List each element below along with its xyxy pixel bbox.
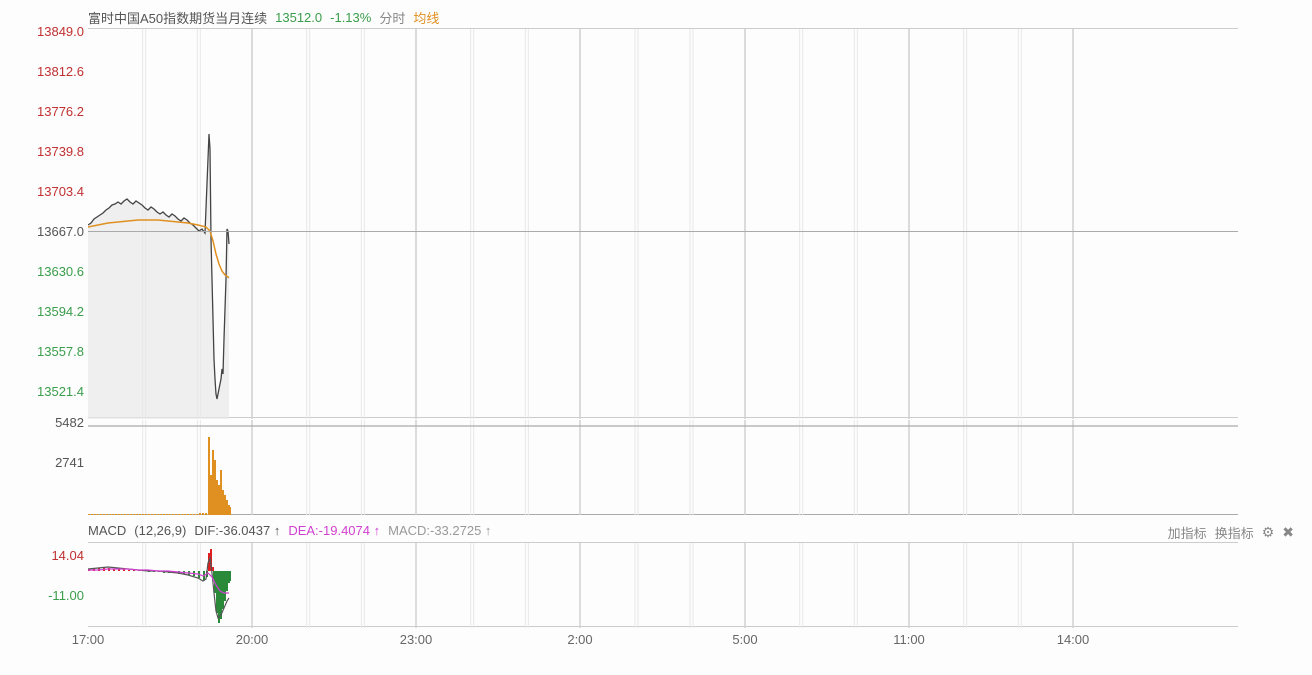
macd-chart[interactable] <box>88 542 1238 627</box>
chart-header: 富时中国A50指数期货当月连续 13512.0 -1.13% 分时 均线 <box>88 8 439 27</box>
macd-name[interactable]: MACD <box>88 523 126 538</box>
price-left-tick: 13812.6 <box>28 64 84 79</box>
time-tick: 17:00 <box>72 632 105 647</box>
change-pct: -1.13% <box>330 10 371 25</box>
price-right-tick: 0.27% <box>1300 184 1312 199</box>
zero-line <box>88 231 1238 232</box>
price-right-tick: 1.33% <box>1300 24 1312 39</box>
price-right-tick: 0.00% <box>1300 224 1312 239</box>
macd-hist-value: MACD:-33.2725 ↑ <box>388 523 491 538</box>
price-right-tick: 0.80% <box>1300 344 1312 359</box>
price-left-tick: 13703.4 <box>28 184 84 199</box>
volume-tick: 5482 <box>28 415 84 430</box>
time-tick: 2:00 <box>567 632 592 647</box>
price-left-tick: 13630.6 <box>28 264 84 279</box>
price-right-tick: 0.53% <box>1300 144 1312 159</box>
timeframe-label[interactable]: 分时 <box>379 8 405 27</box>
price-left-tick: 13667.0 <box>28 224 84 239</box>
volume-tick: 2741 <box>28 455 84 470</box>
ma-legend-label[interactable]: 均线 <box>413 8 439 27</box>
price-right-tick: 0.53% <box>1300 304 1312 319</box>
price-left-tick: 13849.0 <box>28 24 84 39</box>
time-tick: 20:00 <box>236 632 269 647</box>
time-tick: 5:00 <box>732 632 757 647</box>
price-left-tick: 13521.4 <box>28 384 84 399</box>
gear-icon[interactable]: ⚙ <box>1262 524 1275 541</box>
last-price: 13512.0 <box>275 10 322 25</box>
macd-dea-value: DEA:-19.4074 ↑ <box>288 523 380 538</box>
price-left-tick: 13776.2 <box>28 104 84 119</box>
price-left-tick: 13557.8 <box>28 344 84 359</box>
add-indicator-button[interactable]: 加指标 <box>1168 523 1207 542</box>
price-left-tick: 13594.2 <box>28 304 84 319</box>
price-right-tick: 1.07% <box>1300 64 1312 79</box>
price-chart[interactable] <box>88 28 1238 418</box>
macd-header: MACD (12,26,9) DIF:-36.0437 ↑ DEA:-19.40… <box>88 523 491 538</box>
macd-tick: -11.00 <box>28 588 84 603</box>
time-tick: 11:00 <box>893 632 925 647</box>
price-right-tick: 1.07% <box>1300 384 1312 399</box>
time-tick: 23:00 <box>400 632 433 647</box>
switch-indicator-button[interactable]: 换指标 <box>1215 523 1254 542</box>
macd-tick: 14.04 <box>28 548 84 563</box>
price-right-tick: 0.80% <box>1300 104 1312 119</box>
price-right-tick: 0.27% <box>1300 264 1312 279</box>
instrument-title: 富时中国A50指数期货当月连续 <box>88 8 267 27</box>
macd-tools: 加指标 换指标 ⚙ ✖ <box>1168 523 1294 542</box>
close-icon[interactable]: ✖ <box>1282 524 1294 541</box>
volume-chart[interactable] <box>88 420 1238 515</box>
macd-params: (12,26,9) <box>134 523 186 538</box>
price-left-tick: 13739.8 <box>28 144 84 159</box>
time-tick: 14:00 <box>1057 632 1090 647</box>
macd-dif-value: DIF:-36.0437 ↑ <box>194 523 280 538</box>
chart-container: 富时中国A50指数期货当月连续 13512.0 -1.13% 分时 均线 138… <box>0 0 1312 675</box>
